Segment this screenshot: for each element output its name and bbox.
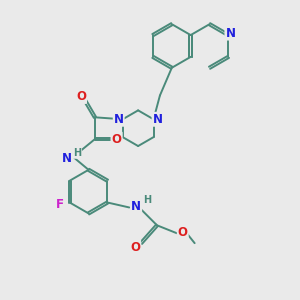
Text: N: N bbox=[62, 152, 72, 165]
Text: N: N bbox=[131, 200, 141, 213]
Text: F: F bbox=[56, 198, 64, 211]
Text: O: O bbox=[178, 226, 188, 239]
Text: H: H bbox=[73, 148, 81, 158]
Text: O: O bbox=[76, 90, 86, 103]
Text: N: N bbox=[225, 27, 236, 40]
Text: N: N bbox=[152, 113, 163, 126]
Text: O: O bbox=[112, 133, 122, 146]
Text: O: O bbox=[130, 241, 140, 254]
Text: N: N bbox=[114, 113, 124, 126]
Text: H: H bbox=[143, 194, 151, 205]
